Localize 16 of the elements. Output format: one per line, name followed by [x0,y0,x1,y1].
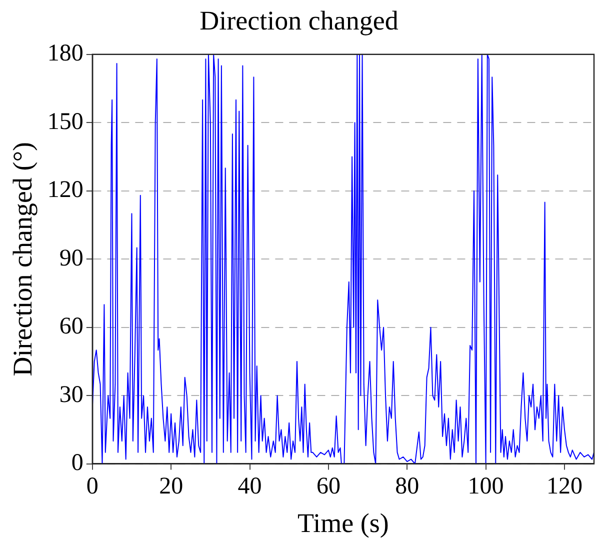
y-tick-label: 60 [59,314,84,340]
chart-title: Direction changed [200,5,399,36]
x-tick-label: 120 [546,473,582,500]
y-tick-label: 30 [59,382,84,408]
x-axis-title: Time (s) [298,508,389,538]
x-tick-label: 80 [395,473,420,500]
y-tick-label: 180 [47,40,84,67]
y-tick-label: 90 [59,245,84,272]
x-tick-label: 60 [316,473,340,500]
x-tick-label: 100 [468,473,504,500]
y-axis-title: Direction changed (°) [7,142,38,376]
x-tick-label: 20 [159,473,184,500]
y-tick-label: 150 [47,108,84,135]
x-tick-label: 40 [238,473,262,500]
y-tick-label: 0 [71,450,84,476]
y-tick-label: 120 [47,177,84,204]
